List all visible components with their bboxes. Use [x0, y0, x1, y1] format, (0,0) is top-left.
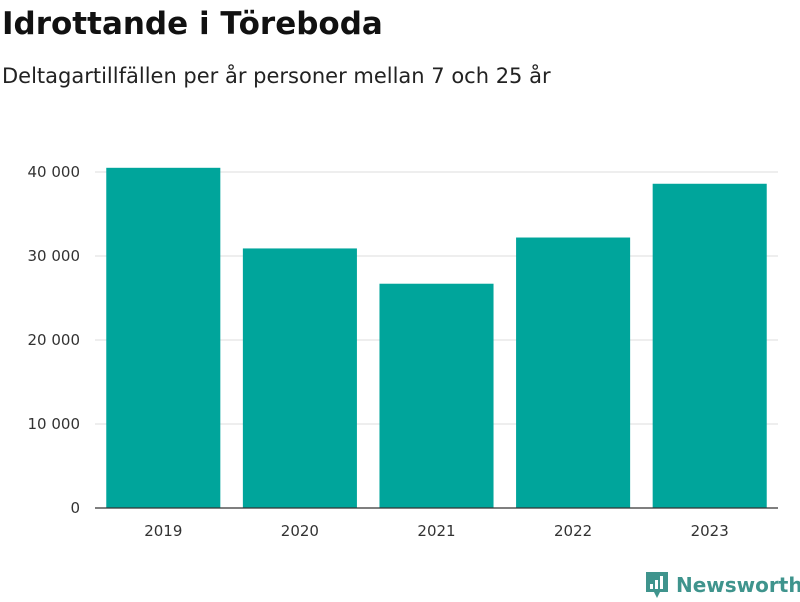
brand-name: Newsworthy [676, 573, 800, 597]
x-tick-label: 2021 [417, 522, 455, 540]
x-tick-label: 2019 [144, 522, 182, 540]
x-tick-label: 2020 [281, 522, 319, 540]
brand-logo: Newsworthy [644, 568, 800, 602]
bar-2022 [516, 237, 631, 508]
y-tick-label: 0 [70, 499, 80, 517]
y-tick-label: 20 000 [28, 331, 81, 349]
y-tick-label: 30 000 [28, 247, 81, 265]
bar-2023 [652, 183, 767, 508]
chart-subtitle: Deltagartillfällen per år personer mella… [2, 64, 551, 88]
chart-title: Idrottande i Töreboda [2, 6, 383, 42]
bar-2020 [242, 248, 357, 508]
x-tick-label: 2023 [691, 522, 729, 540]
y-tick-label: 40 000 [28, 163, 81, 181]
bar-2019 [106, 167, 221, 509]
y-tick-label: 10 000 [28, 415, 81, 433]
bar-2021 [379, 283, 494, 508]
x-tick-label: 2022 [554, 522, 592, 540]
newsworthy-logo-icon [646, 572, 668, 598]
